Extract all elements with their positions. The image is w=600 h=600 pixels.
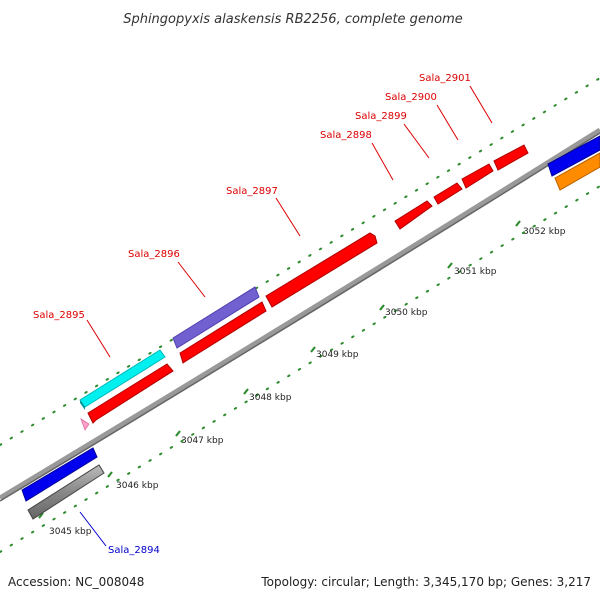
gene-red-2898[interactable] [394,200,433,230]
tick-label: 3047 kbp [181,436,224,446]
tick-3046 [107,471,113,478]
tick-3048 [243,388,249,395]
gene-red-2899[interactable] [433,182,463,205]
summary-text: Topology: circular; Length: 3,345,170 bp… [260,575,591,589]
feature-cyan[interactable] [79,349,166,410]
backbone [0,127,600,502]
forward-features [79,135,600,431]
tick-3050 [379,304,385,311]
tick-label: 3052 kbp [523,227,566,237]
feature-blue-right[interactable] [547,135,600,177]
accession-text: Accession: NC_008048 [8,575,144,589]
gene-red-2897[interactable] [265,232,378,308]
leader-2899 [403,123,430,159]
leader-2894 [79,511,107,547]
gene-red-2900[interactable] [461,163,494,189]
gene-label-2894[interactable]: Sala_2894 [108,545,160,556]
tick-label: 3046 kbp [116,481,159,491]
gene-label-2900[interactable]: Sala_2900 [385,92,437,103]
gene-red-2901[interactable] [493,144,529,171]
leader-2897 [275,197,301,237]
map-title: Sphingopyxis alaskensis RB2256, complete… [123,12,463,27]
major-ticks [38,220,521,519]
gene-label-2901[interactable]: Sala_2901 [419,73,471,84]
gene-red-2896[interactable] [179,301,267,364]
inner-dotted-track [0,185,600,553]
tick-label: 3048 kbp [249,393,292,403]
tick-3051 [447,262,453,269]
outer-dotted-track [0,77,600,446]
label-leaders [79,85,493,547]
tick-3052 [515,220,521,227]
tick-label: 3051 kbp [454,267,497,277]
guide-lines [0,77,600,553]
tick-labels: 3045 kbp 3046 kbp 3047 kbp 3048 kbp 3049… [49,227,566,537]
leader-2898 [371,142,394,181]
tick-3045 [38,512,44,519]
tick-label: 3049 kbp [316,350,359,360]
gene-red-2895[interactable] [87,363,174,424]
gene-label-2897[interactable]: Sala_2897 [226,186,278,197]
feature-blue-left[interactable] [21,447,98,502]
feature-pink[interactable] [80,418,90,431]
reverse-features [21,447,105,520]
leader-2895 [86,319,111,358]
leader-2901 [469,85,493,124]
gene-label-2895[interactable]: Sala_2895 [33,310,85,321]
gene-label-2896[interactable]: Sala_2896 [128,249,180,260]
gene-label-2898[interactable]: Sala_2898 [320,130,372,141]
tick-3047 [175,430,181,437]
backbone-line [0,127,600,501]
tick-3049 [310,346,316,353]
tick-label: 3050 kbp [385,308,428,318]
leader-2900 [436,104,459,141]
backbone-edge [0,132,600,502]
gene-grey-2894[interactable] [27,464,105,520]
tick-label: 3045 kbp [49,527,92,537]
feature-purple[interactable] [172,286,260,349]
gene-labels: Sala_2895 Sala_2896 Sala_2897 Sala_2898 … [33,73,471,556]
leader-2896 [177,261,206,298]
gene-label-2899[interactable]: Sala_2899 [355,111,407,122]
feature-orange-right[interactable] [554,152,600,191]
